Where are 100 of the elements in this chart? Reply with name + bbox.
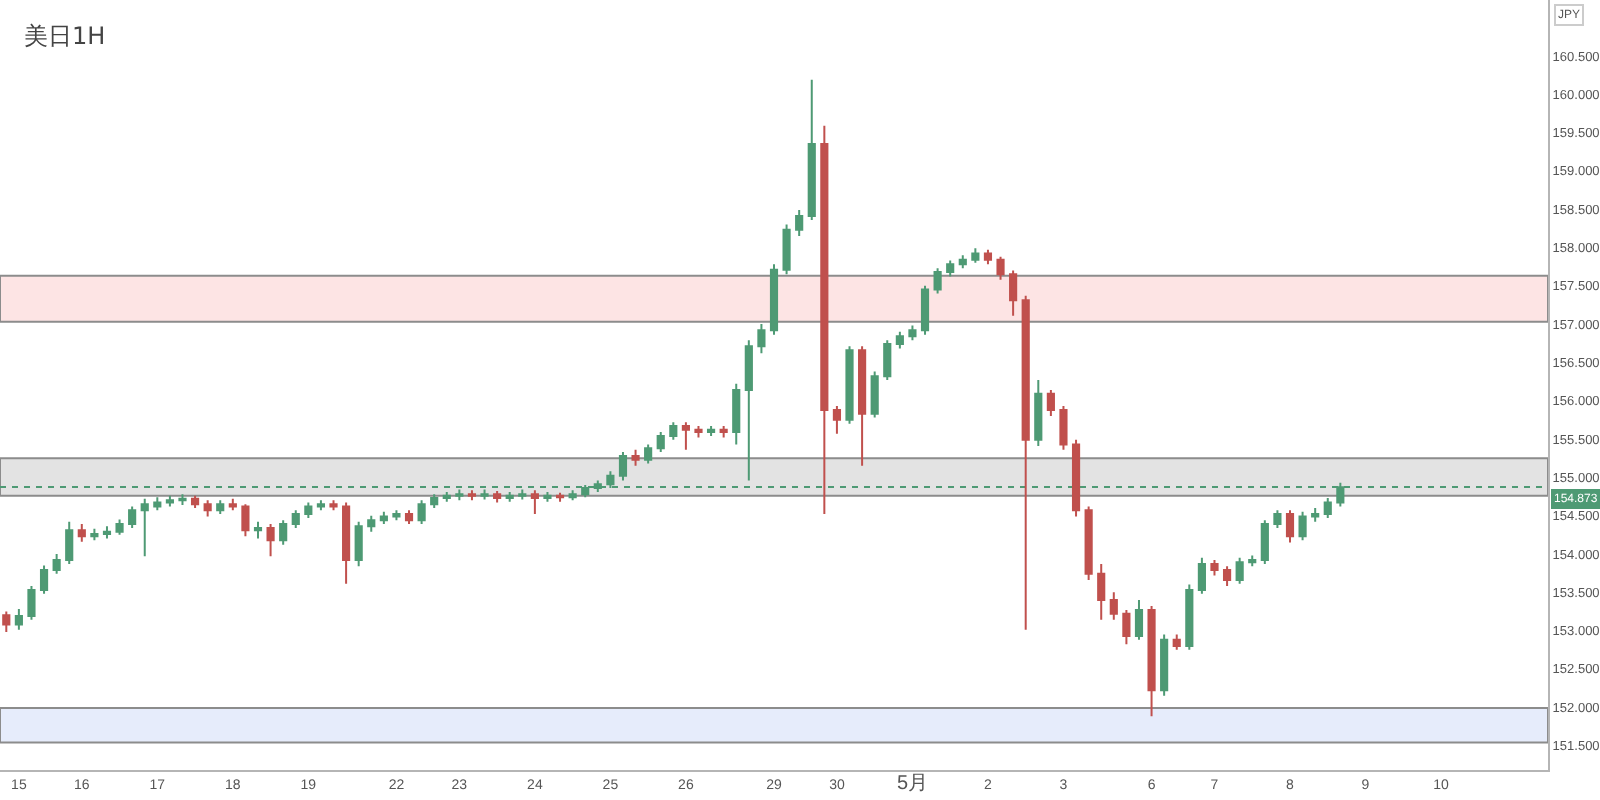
candlestick [417, 499, 426, 526]
candlestick [1285, 509, 1295, 544]
candlestick [1298, 510, 1307, 542]
candlestick [367, 514, 376, 533]
candlestick [430, 493, 439, 509]
candlestick [908, 324, 917, 342]
candlestick [807, 78, 816, 221]
candlestick [1084, 505, 1093, 581]
candlestick [618, 451, 628, 482]
candlestick [568, 489, 577, 502]
candlestick [1197, 556, 1206, 595]
candlestick [1323, 497, 1332, 519]
candlestick [2, 610, 11, 634]
candlestick [555, 491, 565, 503]
candlestick [669, 421, 678, 441]
candlestick [1109, 591, 1118, 621]
candlestick [1222, 565, 1232, 588]
candlestick [505, 490, 514, 503]
candlestick [1046, 388, 1055, 418]
candlestick [342, 501, 351, 585]
candlestick [27, 585, 36, 621]
candlestick [983, 248, 993, 266]
candlestick [291, 509, 300, 529]
candlestick [165, 494, 174, 508]
candlestick [102, 525, 112, 540]
candlestick [744, 339, 753, 482]
candlestick [77, 523, 86, 543]
candlestick [1122, 608, 1131, 646]
candlestick [933, 267, 942, 295]
candlestick [178, 493, 187, 506]
candlestick [543, 490, 552, 503]
candlestick [732, 382, 741, 446]
candlestick [404, 509, 414, 526]
candlestick [530, 489, 539, 516]
candlestick [379, 510, 388, 526]
candlestick [1034, 379, 1043, 447]
candlestick [883, 339, 892, 382]
candlestick [39, 564, 49, 595]
candlestick [895, 330, 904, 350]
candlestick [870, 370, 879, 419]
candlestick [971, 247, 980, 264]
candlestick [190, 494, 200, 509]
candlestick [392, 509, 401, 522]
candlestick [1021, 294, 1030, 631]
candlestick [820, 124, 829, 516]
candlestick [858, 345, 867, 467]
candlestick [253, 520, 263, 540]
candlestick [656, 431, 665, 454]
candlestick [1172, 633, 1181, 651]
candlestick [681, 421, 690, 451]
candlestick [719, 425, 728, 439]
candlestick [115, 518, 124, 536]
candlestick [266, 523, 275, 558]
candlestick [706, 425, 716, 437]
candlestick [279, 519, 288, 546]
candlestick [1071, 438, 1081, 518]
candlestick [1134, 598, 1144, 641]
candlestick [228, 497, 237, 512]
candlestick [329, 499, 338, 512]
text: 美日1H [24, 22, 106, 51]
candlestick [958, 254, 967, 270]
candlestick [153, 496, 162, 512]
candlestick [65, 520, 74, 565]
candlestick [90, 527, 99, 542]
candlestick [203, 499, 212, 518]
candlestick [1185, 583, 1194, 651]
candlestick [304, 501, 313, 519]
candlestick [52, 552, 61, 575]
candlestick [467, 489, 477, 502]
candlestick [631, 448, 640, 467]
candlestick [140, 497, 149, 558]
candlestick [1160, 633, 1169, 697]
candlestick [946, 259, 955, 278]
candlestick [920, 284, 930, 336]
candlestick [493, 490, 502, 504]
x-tick-label: 5月 [896, 772, 928, 795]
candlestick [769, 263, 779, 336]
candlestick [1009, 269, 1018, 317]
candlestick [316, 499, 326, 512]
candlestick [996, 255, 1005, 281]
candlestick [795, 208, 804, 237]
candlestick [1273, 509, 1282, 529]
candlestick [757, 323, 766, 355]
candlestick [1147, 605, 1156, 718]
candlestick [694, 425, 703, 439]
candlestick [1097, 562, 1106, 621]
candlestick [1260, 519, 1269, 565]
candlestick [128, 505, 137, 529]
candlestick [1311, 506, 1320, 523]
candlestick [1248, 554, 1257, 568]
candlestick [782, 223, 791, 276]
candlestick [354, 520, 363, 568]
candlestick [241, 503, 250, 538]
candlestick [1235, 556, 1244, 585]
candlestick [1059, 405, 1068, 451]
candlestick [442, 490, 451, 503]
candlestick [644, 443, 653, 465]
candlestick [1210, 559, 1219, 577]
candlestick [845, 345, 854, 425]
candlestick [216, 499, 225, 516]
